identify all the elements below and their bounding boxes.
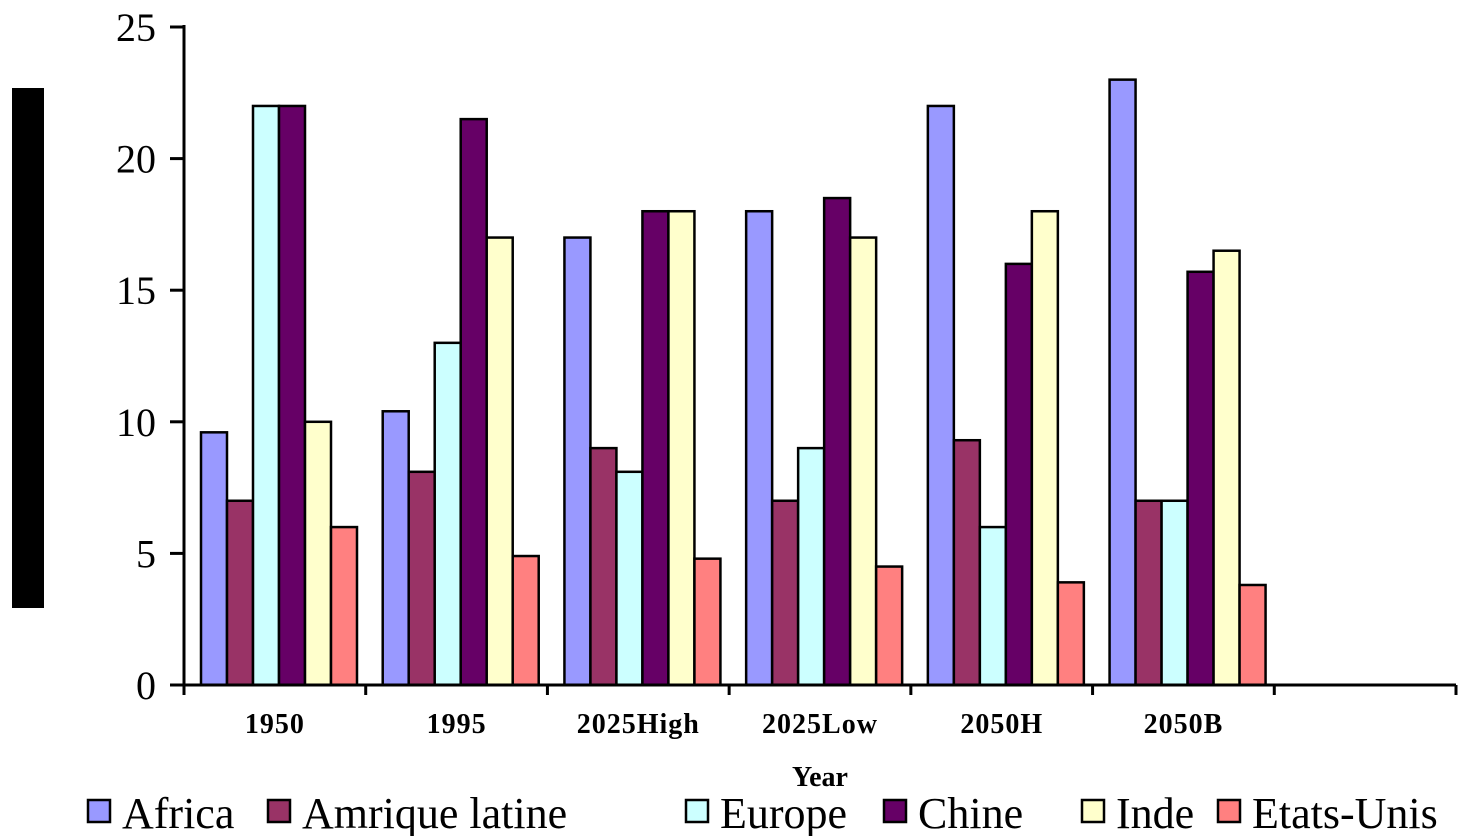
- bar-inde-2050h: [1030, 209, 1060, 687]
- bar-chine-1995: [459, 117, 488, 687]
- x-tick-label-1950: 1950: [245, 709, 305, 740]
- bar-africa-1950: [199, 431, 229, 687]
- bar-etats-unis-1950: [329, 525, 359, 687]
- bar-etats-unis-2025high: [693, 557, 722, 687]
- bar-chine-2025low: [822, 196, 852, 687]
- bar-inde-2025low: [848, 236, 878, 687]
- bar-chine-1950: [277, 104, 307, 687]
- bar-amrique-latine-1950: [225, 499, 255, 687]
- bar-chine-2025high: [641, 209, 670, 687]
- bar-amrique-latine-2050h: [952, 438, 982, 687]
- bar-europe-2050b: [1160, 499, 1189, 687]
- bar-africa-1995: [381, 410, 410, 687]
- y-tick-label-20: 20: [116, 137, 156, 182]
- bar-africa-2050b: [1108, 78, 1137, 687]
- bar-africa-2025low: [744, 209, 774, 687]
- bar-europe-2025high: [615, 470, 644, 687]
- bar-etats-unis-1995: [511, 554, 540, 687]
- bar-europe-1995: [433, 341, 462, 687]
- bar-inde-1995: [485, 236, 514, 687]
- bar-africa-2050h: [926, 104, 956, 687]
- legend-label-amrique-latine: Amrique latine: [302, 789, 567, 836]
- bar-inde-2025high: [667, 209, 696, 687]
- legend-swatch-europe: [684, 798, 710, 824]
- y-tick-label-5: 5: [136, 531, 156, 576]
- bar-europe-2025low: [796, 446, 826, 687]
- bar-africa-2025high: [563, 236, 592, 687]
- x-tick-label-2050h: 2050H: [960, 709, 1043, 740]
- y-tick-label-25: 25: [116, 5, 156, 50]
- bar-etats-unis-2050b: [1238, 583, 1267, 687]
- legend-label-inde: Inde: [1116, 789, 1194, 836]
- bar-europe-2050h: [978, 525, 1008, 687]
- bar-amrique-latine-2050b: [1134, 499, 1163, 687]
- bar-amrique-latine-1995: [407, 470, 436, 687]
- bar-inde-2050b: [1212, 249, 1241, 687]
- legend-swatch-amrique-latine: [266, 798, 292, 824]
- legend-label-etats-unis: Etats-Unis: [1252, 789, 1438, 836]
- x-tick-label-2025high: 2025High: [577, 709, 700, 740]
- bar-etats-unis-2050h: [1056, 581, 1086, 687]
- legend-swatch-africa: [86, 798, 112, 824]
- bar-chine-2050b: [1186, 270, 1215, 687]
- y-tick-label-0: 0: [136, 663, 156, 708]
- legend-swatch-chine: [882, 798, 908, 824]
- legend-label-europe: Europe: [720, 789, 847, 836]
- legend-swatch-etats-unis: [1216, 798, 1242, 824]
- bar-amrique-latine-2025high: [589, 446, 618, 687]
- x-tick-label-2050b: 2050B: [1144, 709, 1224, 740]
- legend-swatch-inde: [1080, 798, 1106, 824]
- bar-chine-2050h: [1004, 262, 1034, 687]
- y-axis-label-box: [12, 88, 44, 608]
- y-tick-label-15: 15: [116, 268, 156, 313]
- y-tick-label-10: 10: [116, 400, 156, 445]
- bar-etats-unis-2025low: [874, 565, 904, 687]
- x-tick-label-2025low: 2025Low: [762, 709, 878, 740]
- legend-label-africa: Africa: [122, 789, 234, 836]
- x-tick-label-1995: 1995: [427, 709, 487, 740]
- bar-europe-1950: [251, 104, 281, 687]
- x-axis-label: Year: [792, 762, 848, 793]
- bar-amrique-latine-2025low: [770, 499, 800, 687]
- legend-label-chine: Chine: [918, 789, 1023, 836]
- bar-inde-1950: [303, 420, 333, 687]
